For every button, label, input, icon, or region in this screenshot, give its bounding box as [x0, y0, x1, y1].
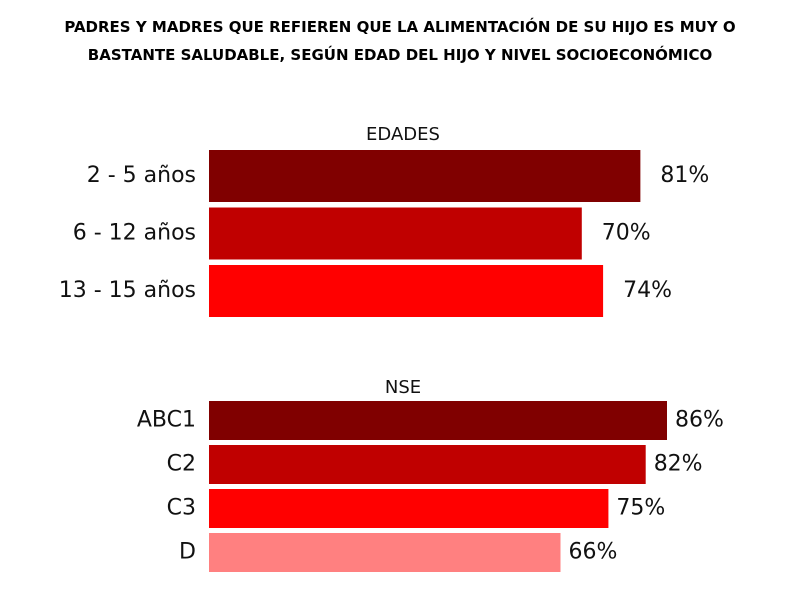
- bar: [209, 207, 582, 260]
- category-label: ABC1: [137, 408, 196, 433]
- bar: [209, 265, 604, 317]
- value-label: 74%: [623, 278, 672, 303]
- value-label: 81%: [660, 163, 709, 188]
- bar: [209, 445, 646, 484]
- value-label: 86%: [675, 408, 724, 433]
- bar: [209, 150, 641, 202]
- category-label: 6 - 12 años: [73, 221, 196, 246]
- category-label: D: [179, 540, 196, 565]
- page-title: PADRES Y MADRES QUE REFIEREN QUE LA ALIM…: [64, 18, 736, 64]
- bar: [209, 533, 561, 572]
- bar: [209, 489, 609, 528]
- category-label: C2: [167, 452, 196, 477]
- value-label: 70%: [602, 221, 651, 246]
- bar: [209, 401, 667, 440]
- category-label: 2 - 5 años: [87, 163, 196, 188]
- value-label: 82%: [654, 452, 703, 477]
- chart-title: NSE: [385, 377, 421, 398]
- chart-title: EDADES: [366, 124, 440, 145]
- category-label: 13 - 15 años: [59, 278, 196, 303]
- value-label: 75%: [616, 496, 665, 521]
- category-label: C3: [167, 496, 196, 521]
- value-label: 66%: [568, 540, 617, 565]
